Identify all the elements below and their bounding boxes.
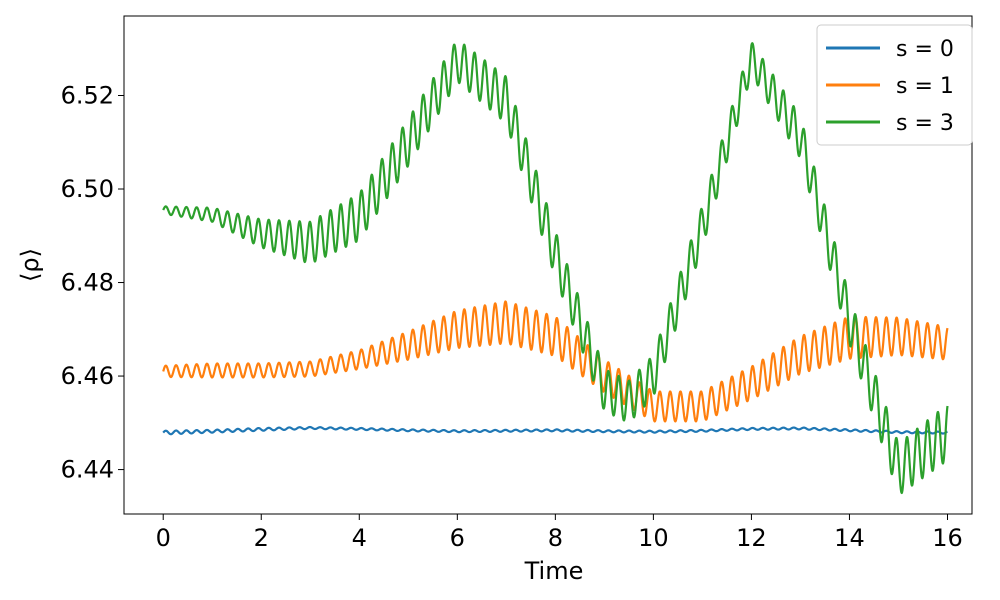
y-tick-label: 6.52 <box>61 81 114 109</box>
series-s3 <box>162 42 949 495</box>
y-tick-label: 6.48 <box>61 269 114 297</box>
plot-frame <box>123 15 973 515</box>
y-tick-label: 6.44 <box>61 456 114 484</box>
x-tick-label: 0 <box>156 524 171 552</box>
x-tick-label: 4 <box>352 524 367 552</box>
x-tick-label: 8 <box>548 524 563 552</box>
x-tick-label: 2 <box>254 524 269 552</box>
legend-frame <box>816 24 973 146</box>
legend: s = 0 s = 1 s = 3 <box>816 24 973 146</box>
y-axis-ticks: 6.44 6.46 6.48 6.50 6.52 <box>61 81 124 484</box>
y-tick-label: 6.46 <box>61 362 114 390</box>
y-axis-label: ⟨ρ⟩ <box>16 248 44 282</box>
y-tick-label: 6.50 <box>61 175 114 203</box>
legend-label-s3: s = 3 <box>896 111 954 136</box>
series-s0 <box>162 425 949 436</box>
x-tick-label: 6 <box>450 524 465 552</box>
x-tick-label: 14 <box>834 524 865 552</box>
x-tick-label: 10 <box>638 524 669 552</box>
x-axis-ticks: 0 2 4 6 8 10 12 14 16 <box>156 514 963 552</box>
x-tick-label: 12 <box>736 524 767 552</box>
x-axis-label: Time <box>524 557 584 585</box>
plot-area <box>162 42 949 495</box>
x-tick-label: 16 <box>932 524 963 552</box>
series-s1 <box>162 300 949 423</box>
legend-label-s0: s = 0 <box>896 37 954 62</box>
legend-label-s1: s = 1 <box>896 74 954 99</box>
